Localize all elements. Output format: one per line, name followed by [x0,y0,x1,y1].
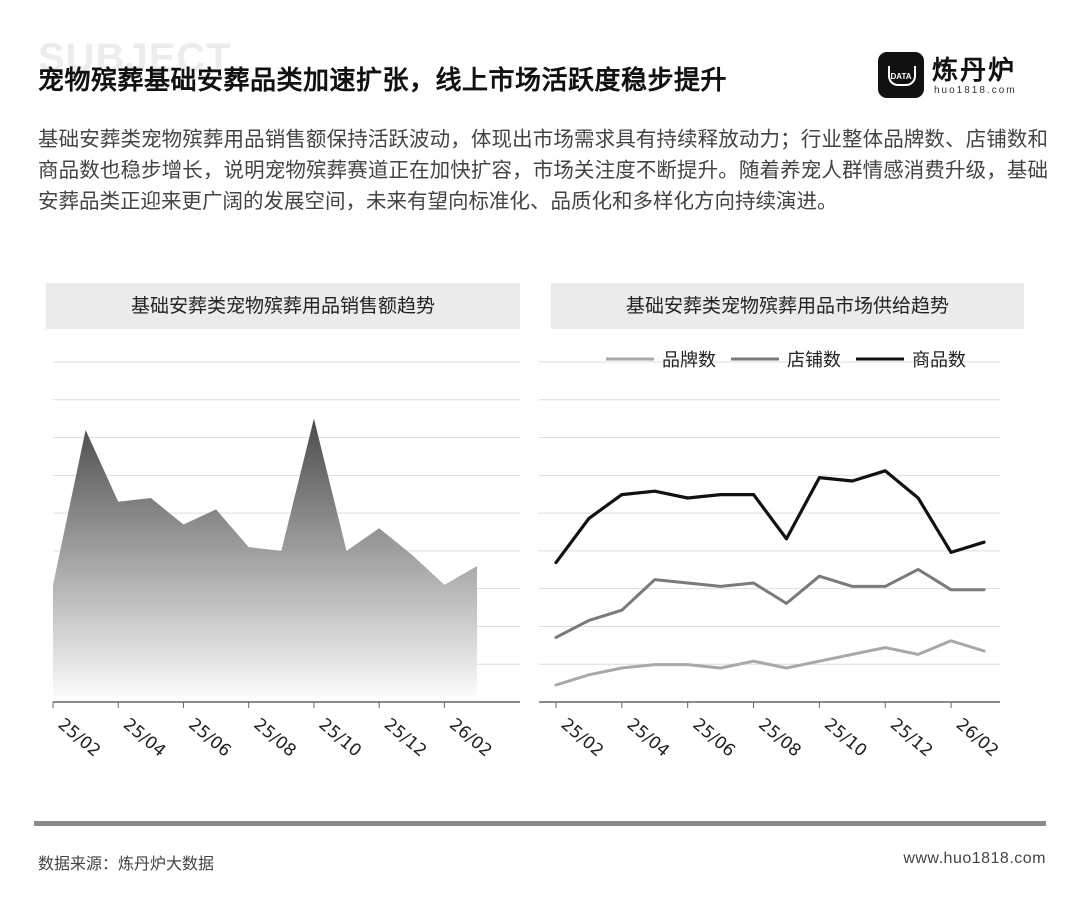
series-line-1 [554,639,986,687]
series-line-2 [554,567,986,639]
series-line-3 [554,469,986,565]
sales-chart-title: 基础安葬类宠物殡葬用品销售额趋势 [46,283,520,329]
brand-badge-icon: DATA [878,52,924,98]
supply-chart-title: 基础安葬类宠物殡葬用品市场供给趋势 [551,283,1024,329]
subject-watermark: SUBJECT [38,36,232,80]
x-tick-label: 25/02 [54,715,104,762]
brand-url: huo1818.com [934,85,1017,96]
x-tick-label: 25/10 [820,715,870,762]
legend-label: 商品数 [912,350,966,371]
sales-area [53,418,477,702]
x-tick-label: 25/10 [315,715,365,762]
brand-logo: DATA 炼丹炉 huo1818.com [878,52,1048,102]
x-tick-label: 26/02 [445,715,495,762]
supply-line-chart: 25/02 25/04 25/06 25/08 25/10 25/12 26/02 品牌数 店铺… [539,350,1002,761]
x-tick-label: 25/06 [688,715,738,762]
description-paragraph: 基础安葬类宠物殡葬用品销售额保持活跃波动，体现出市场需求具有持续释放动力；行业整… [38,127,1048,213]
x-tick-label: 25/12 [886,715,936,762]
sales-area-chart: 25/02 25/04 25/06 25/08 25/10 25/12 26/02 [52,361,520,762]
x-tick-label: 25/08 [754,715,804,762]
footer-url: www.huo1818.com [903,850,1046,867]
x-tick-label: 25/04 [623,715,673,762]
footer-divider [34,821,1046,826]
legend-label: 品牌数 [662,350,716,371]
legend-label: 店铺数 [787,350,841,371]
x-tick-label: 25/04 [119,715,169,762]
data-source: 数据来源：炼丹炉大数据 [38,854,215,873]
page-title: 宠物殡葬基础安葬品类加速扩张，线上市场活跃度稳步提升 [38,66,728,96]
x-tick-label: 25/02 [557,715,607,762]
brand-badge-text: DATA [890,72,912,81]
x-tick-label: 25/12 [380,715,430,762]
x-tick-label: 26/02 [952,715,1002,762]
brand-name: 炼丹炉 [932,56,1017,86]
x-tick-label: 25/06 [184,715,234,762]
x-tick-label: 25/08 [249,715,299,762]
